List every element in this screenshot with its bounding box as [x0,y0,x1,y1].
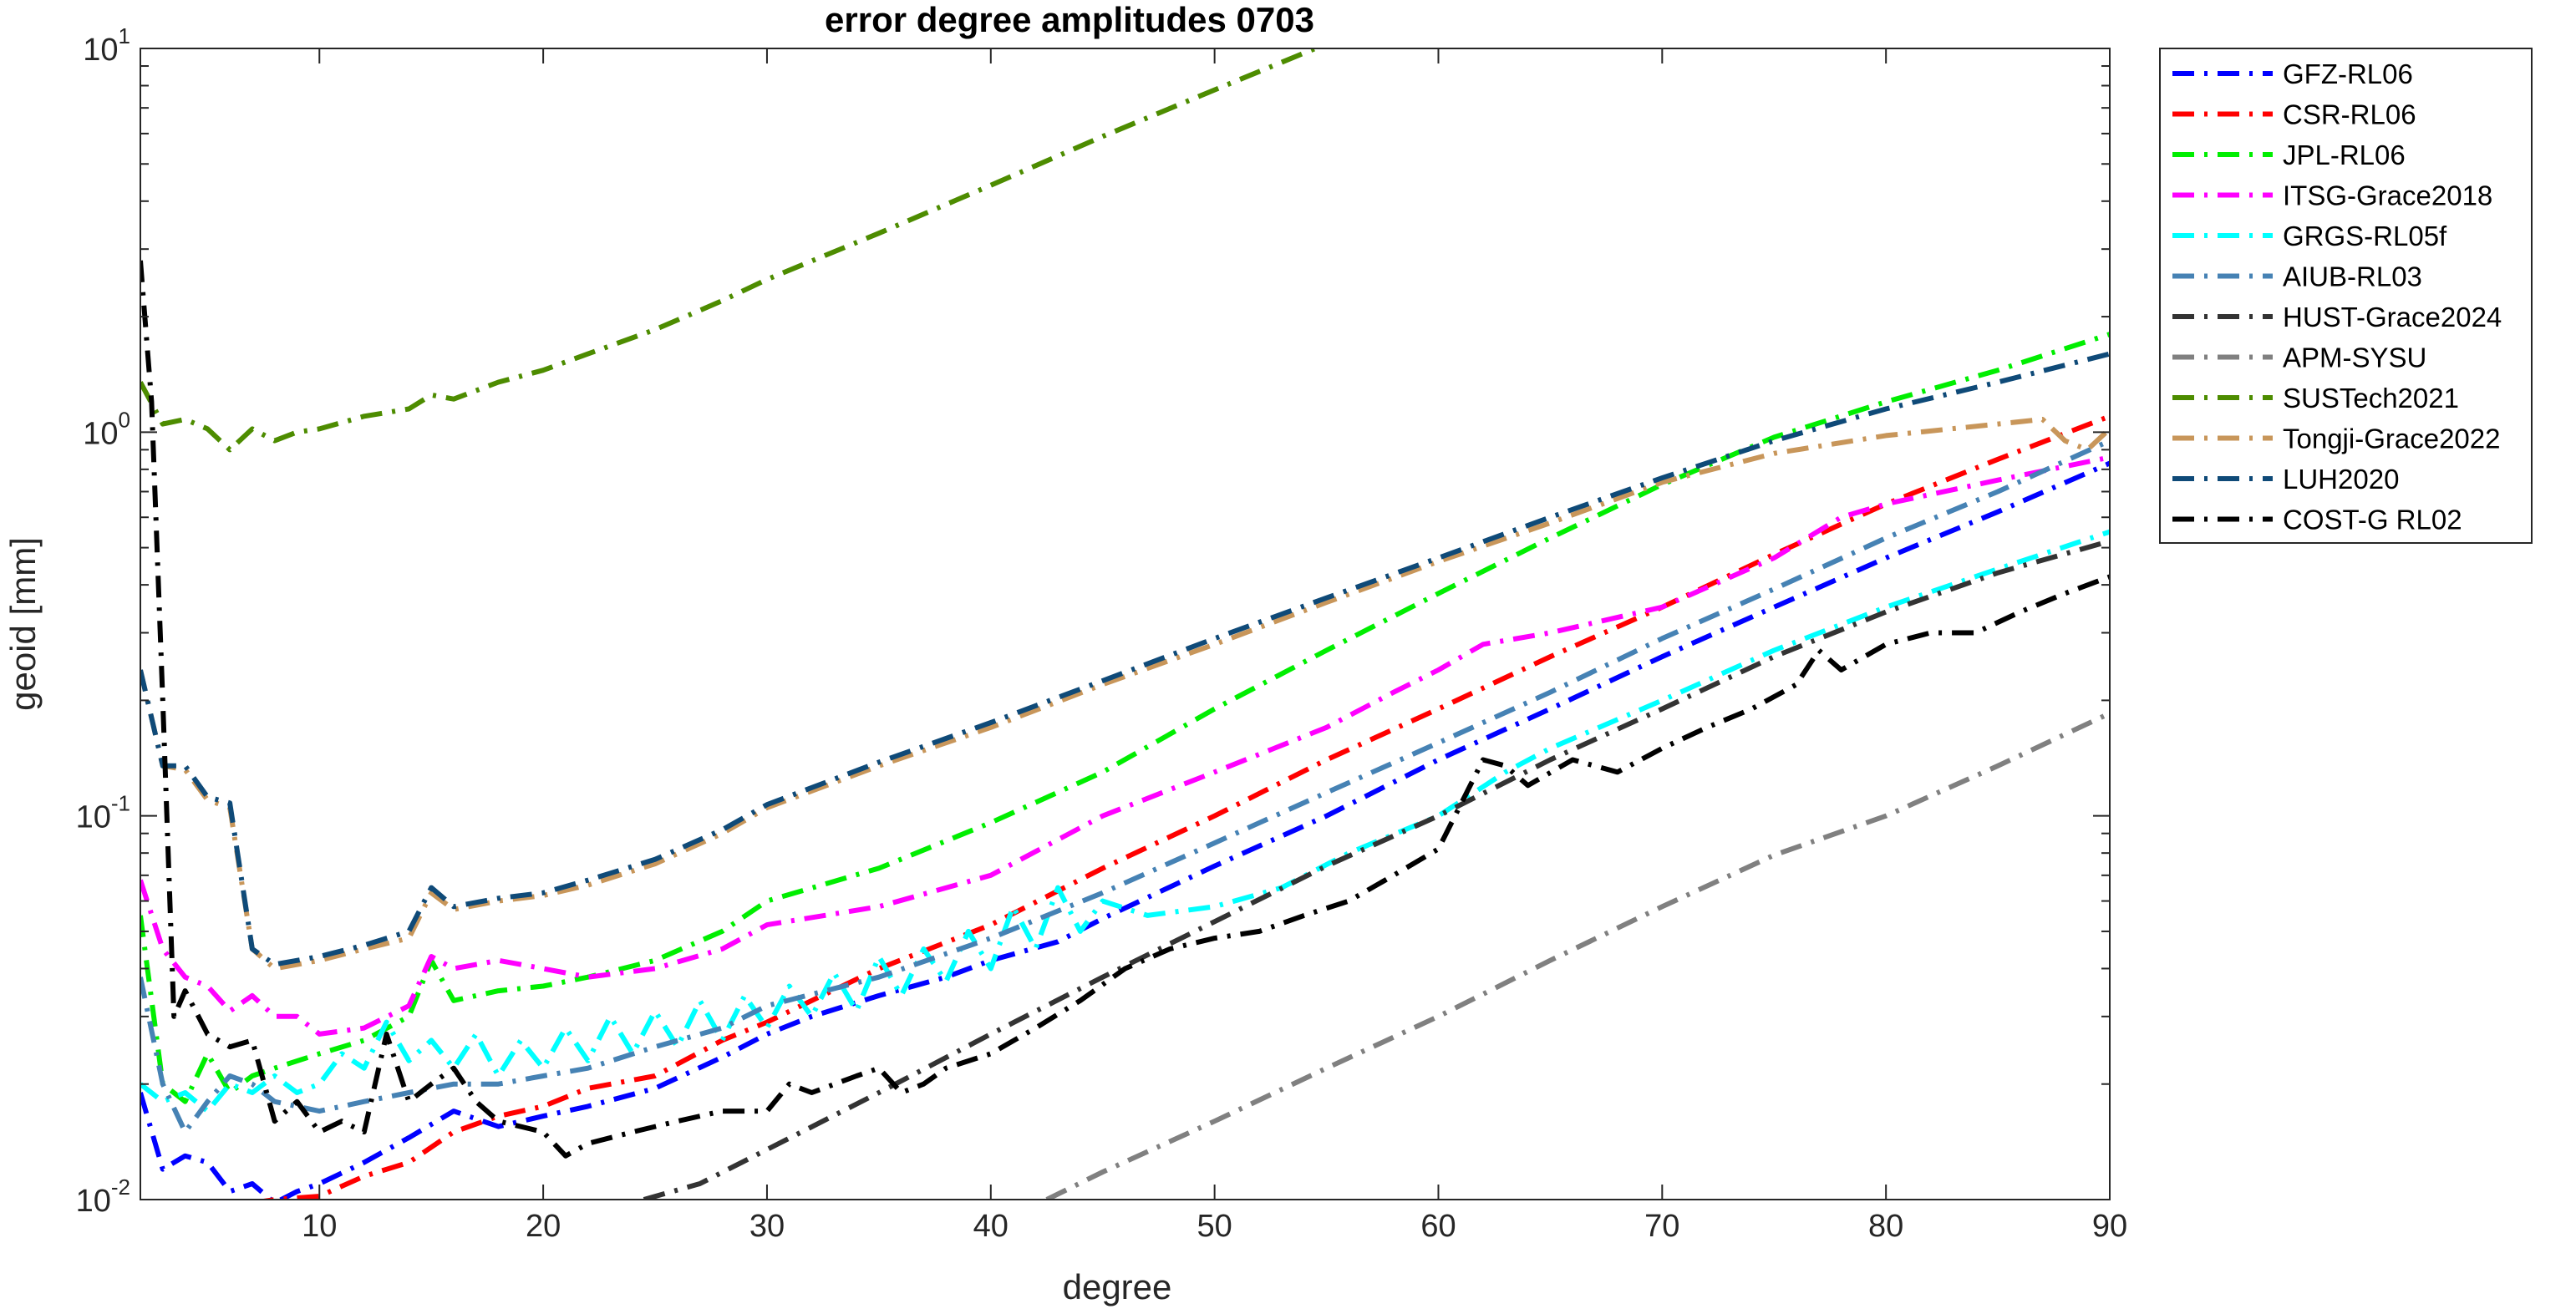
legend-label: CSR-RL06 [2283,99,2416,130]
series-line-gfz-rl06 [140,460,2110,1200]
legend-label: ITSG-Grace2018 [2283,180,2492,211]
y-tick-label: 100 [83,407,130,451]
legend: GFZ-RL06 CSR-RL06 JPL-RL06 ITSG-Grace2018 GR… [2159,48,2533,544]
series-line-sustech2021 [140,48,1317,453]
series-line-tongji-grace2022 [140,417,2110,972]
x-tick-label: 80 [1868,1209,1903,1244]
y-tick-label: 10-1 [76,791,130,835]
legend-label: AIUB-RL03 [2283,261,2422,292]
series-line-apm-sysu [1045,711,2110,1200]
series-line-csr-rl06 [257,414,2110,1200]
legend-label: COST-G RL02 [2283,505,2462,535]
series-line-hust-grace2024 [643,538,2110,1200]
legend-label: GFZ-RL06 [2283,58,2413,89]
x-tick-label: 70 [1644,1209,1679,1244]
series-line-jpl-rl06 [140,332,2110,1104]
legend-label: SUSTech2021 [2283,383,2459,414]
x-tick-label: 30 [749,1209,785,1244]
legend-label: LUH2020 [2283,464,2399,495]
x-tick-label: 10 [302,1209,337,1244]
x-tick-label: 60 [1420,1209,1456,1244]
x-axis-label: degree [1063,1267,1172,1306]
x-tick-label: 40 [973,1209,1009,1244]
x-tick-label: 50 [1197,1209,1232,1244]
series-layer [140,48,2110,1200]
y-axis-label: geoid [mm] [3,537,43,711]
legend-label: GRGS-RL05f [2283,221,2447,251]
series-line-luh2020 [140,351,2110,967]
legend-box [2159,48,2533,544]
series-line-grgs-rl05f [140,529,2110,1114]
legend-label: JPL-RL06 [2283,140,2406,170]
x-tick-label: 20 [526,1209,561,1244]
legend-label: Tongji-Grace2022 [2283,424,2501,454]
axes-layer: 10 20 30 40 50 60 70 80 90 10-2 10-1 100 101 [76,23,2128,1244]
legend-label: HUST-Grace2024 [2283,302,2502,332]
series-line-aiub-rl03 [140,438,2110,1135]
plot-frame [140,48,2111,1200]
y-tick-label: 101 [83,23,130,68]
chart-title: error degree amplitudes 0703 [825,0,1314,39]
legend-label: APM-SYSU [2283,342,2426,373]
y-tick-label: 10-2 [76,1175,130,1219]
series-line-itsg-grace2018 [140,454,2110,1037]
x-tick-label: 90 [2092,1209,2127,1244]
